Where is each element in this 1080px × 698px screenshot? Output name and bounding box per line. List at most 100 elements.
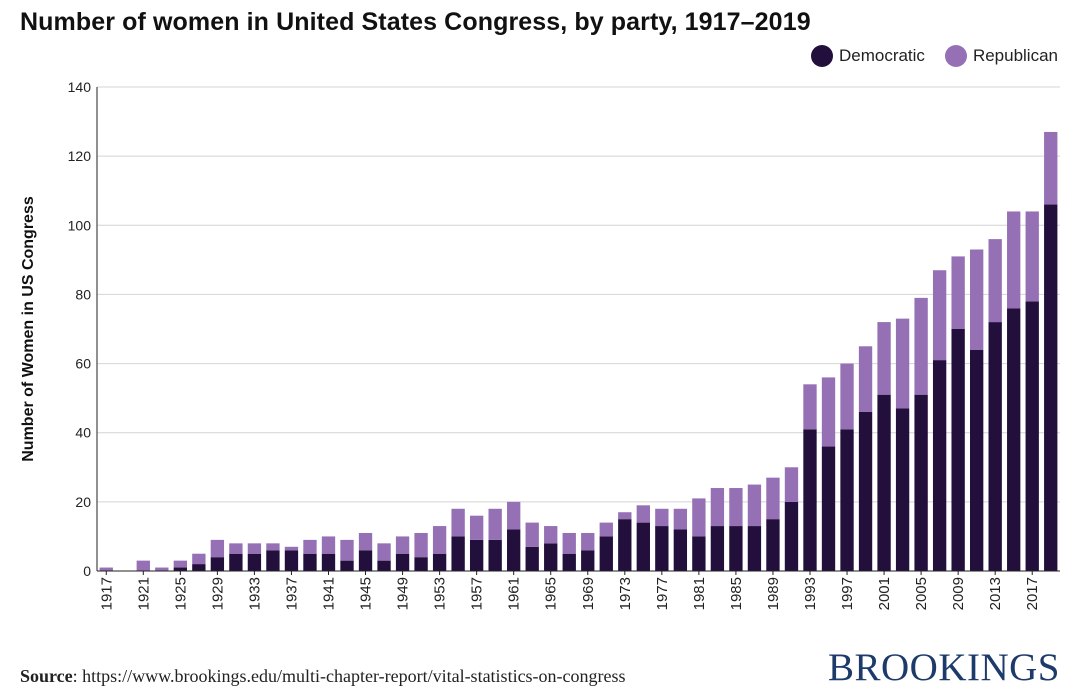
bar-democratic-2001 xyxy=(877,394,891,571)
x-tick-label: 1985 xyxy=(728,577,745,610)
bar-republican-1927 xyxy=(192,553,206,565)
bar-republican-1945 xyxy=(358,532,373,551)
x-tick-label: 1925 xyxy=(172,577,189,610)
x-tick-label: 1997 xyxy=(839,577,856,610)
bar-democratic-2009 xyxy=(951,329,965,571)
bar-democratic-1973 xyxy=(618,519,632,571)
brand-logo: BROOKINGS xyxy=(827,646,1060,689)
bar-republican-1987 xyxy=(747,484,762,527)
bar-democratic-1961 xyxy=(507,529,521,571)
bar-democratic-1943 xyxy=(340,560,354,571)
source-url: : https://www.brookings.edu/multi-chapte… xyxy=(72,666,626,686)
bar-democratic-1999 xyxy=(858,411,873,571)
bar-democratic-1949 xyxy=(395,553,410,571)
x-tick-label: 1933 xyxy=(246,577,263,610)
bar-democratic-1955 xyxy=(451,536,465,571)
bar-democratic-1951 xyxy=(414,557,428,571)
x-tick-label: 1953 xyxy=(432,577,449,610)
bar-republican-1965 xyxy=(544,526,558,544)
bar-democratic-1963 xyxy=(525,546,539,571)
bar-democratic-1939 xyxy=(303,553,317,571)
bar-republican-1979 xyxy=(673,508,688,530)
bar-democratic-1945 xyxy=(358,550,373,571)
bar-democratic-1959 xyxy=(488,539,502,571)
bar-democratic-1985 xyxy=(729,526,743,571)
bar-republican-2011 xyxy=(969,249,984,350)
chart-plot: 0 20 40 60 80 100 120 140 Number of Women in US … xyxy=(20,79,1060,610)
legend-dot-republican xyxy=(944,45,967,67)
bar-democratic-2003 xyxy=(895,408,910,571)
x-tick-label: 2001 xyxy=(876,577,893,610)
bar-democratic-2013 xyxy=(988,322,1002,571)
bar-republican-2013 xyxy=(988,239,1002,323)
bar-republican-2017 xyxy=(1025,211,1039,302)
bar-democratic-1941 xyxy=(321,553,336,571)
x-tick-label: 1993 xyxy=(802,577,819,610)
bar-republican-1957 xyxy=(469,515,484,540)
bar-republican-1921 xyxy=(136,560,150,571)
bar-republican-1989 xyxy=(766,477,780,520)
bar-republican-1947 xyxy=(377,543,391,561)
legend-dot-democratic xyxy=(810,45,833,67)
legend-label-democratic: Democratic xyxy=(838,46,925,65)
bar-democratic-2017 xyxy=(1025,301,1039,571)
bar-republican-1941 xyxy=(321,536,336,554)
y-tick-label: 20 xyxy=(75,494,91,510)
bar-republican-1991 xyxy=(784,467,799,502)
bar-republican-2015 xyxy=(1007,211,1021,309)
y-tick-label: 100 xyxy=(68,217,92,233)
chart-title: Number of women in United States Congres… xyxy=(20,8,811,36)
source-label: Source xyxy=(20,666,73,686)
bar-republican-1971 xyxy=(599,522,613,537)
bar-democratic-1933 xyxy=(247,553,262,571)
bar-republican-1969 xyxy=(581,532,595,551)
bar-democratic-1979 xyxy=(673,529,688,571)
bar-democratic-1987 xyxy=(747,526,762,571)
bar-democratic-1983 xyxy=(710,526,725,571)
source-note: Source: https://www.brookings.edu/multi-… xyxy=(20,666,626,687)
bar-republican-1929 xyxy=(210,539,225,558)
bar-republican-1985 xyxy=(729,488,743,527)
y-tick-label: 40 xyxy=(75,425,91,441)
x-tick-label: 1989 xyxy=(765,577,782,610)
bar-democratic-1971 xyxy=(599,536,613,571)
bar-republican-1961 xyxy=(507,501,521,530)
bar-republican-1933 xyxy=(247,543,262,554)
bar-democratic-1965 xyxy=(544,543,558,571)
y-tick-label: 140 xyxy=(68,79,92,95)
bar-democratic-1925 xyxy=(173,567,188,571)
bar-democratic-1989 xyxy=(766,519,780,571)
y-tick-label: 0 xyxy=(83,563,91,579)
bar-democratic-2019 xyxy=(1044,204,1058,572)
x-tick-label: 1961 xyxy=(506,577,523,610)
bar-democratic-1935 xyxy=(266,550,280,571)
x-tick-label: 1981 xyxy=(691,577,708,610)
x-tick-label: 1969 xyxy=(580,577,597,610)
bar-democratic-1929 xyxy=(210,557,225,571)
bar-republican-1999 xyxy=(858,346,873,412)
bar-republican-1943 xyxy=(340,539,354,561)
y-tick-label: 60 xyxy=(75,356,91,372)
x-tick-label: 1965 xyxy=(543,577,560,610)
bar-republican-2005 xyxy=(914,297,928,395)
bar-republican-1977 xyxy=(655,508,669,527)
x-tick-label: 1973 xyxy=(617,577,634,610)
bar-republican-1983 xyxy=(710,488,725,527)
bar-republican-2001 xyxy=(877,322,891,395)
x-tick-label: 2009 xyxy=(950,577,967,610)
y-axis-label: Number of Women in US Congress xyxy=(20,196,37,462)
bar-democratic-1993 xyxy=(803,429,817,571)
bar-democratic-1991 xyxy=(784,501,799,571)
y-tick-label: 80 xyxy=(75,286,91,302)
bar-republican-1939 xyxy=(303,539,317,554)
bar-democratic-1957 xyxy=(469,539,484,571)
bar-democratic-2011 xyxy=(969,349,984,571)
x-tick-label: 1949 xyxy=(395,577,412,610)
x-tick-label: 1941 xyxy=(320,577,337,610)
x-tick-label: 1957 xyxy=(469,577,486,610)
bar-republican-2003 xyxy=(895,318,910,409)
bar-democratic-2015 xyxy=(1007,308,1021,571)
bar-democratic-1931 xyxy=(229,553,243,571)
bar-democratic-1967 xyxy=(562,553,576,571)
bar-republican-1935 xyxy=(266,543,280,551)
